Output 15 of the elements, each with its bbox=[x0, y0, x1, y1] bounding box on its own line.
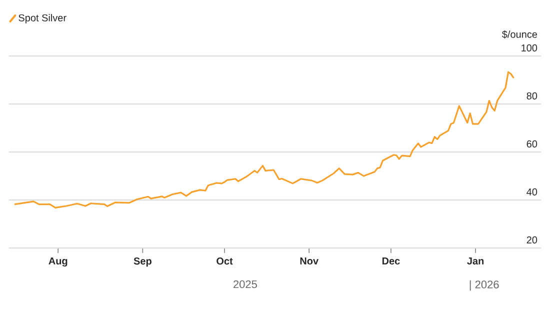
x-tick-label: Aug bbox=[48, 258, 68, 267]
y-tick-label: 40 bbox=[526, 188, 538, 196]
x-tick-label: Dec bbox=[382, 258, 400, 265]
x-tick-label: Jan bbox=[467, 258, 484, 265]
text: | 2026 bbox=[470, 280, 499, 291]
y-axis-title: $/ounce bbox=[502, 30, 538, 38]
x-tick-label: Sep bbox=[134, 258, 152, 267]
y-tick-label: 100 bbox=[522, 44, 538, 52]
y-tick-label: 60 bbox=[526, 140, 538, 148]
x-tick-label: Oct bbox=[216, 258, 233, 265]
x-tick-label: Nov bbox=[300, 258, 319, 265]
text: 2025 bbox=[234, 280, 257, 288]
y-tick-label: 20 bbox=[526, 236, 538, 244]
y-tick-label: 80 bbox=[526, 92, 538, 100]
legend-label: Spot Silver bbox=[18, 14, 66, 24]
